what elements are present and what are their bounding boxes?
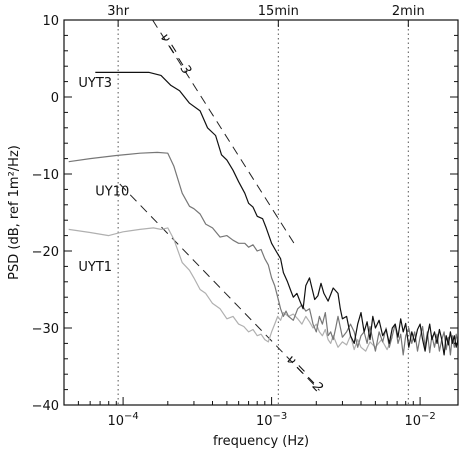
x-tick-label: 10−2 <box>404 411 435 429</box>
series-label-uyt1: UYT1 <box>78 260 112 275</box>
slope-line-2 <box>119 183 320 391</box>
plot-frame <box>63 19 459 406</box>
y-tick-label: −10 <box>32 168 59 183</box>
top-axis-label: 3hr <box>107 4 130 19</box>
series-group <box>68 71 458 356</box>
y-tick-label: −20 <box>32 245 59 260</box>
top-axis-label: 2min <box>392 4 425 19</box>
axis-ticks: −40 −30 −20 −10 0 10 10−4 10−3 10−2 3hr 15min 2min <box>32 4 458 429</box>
series-label-uyt3: UYT3 <box>78 76 112 91</box>
reference-lines <box>119 20 320 391</box>
y-tick-label: 10 <box>42 14 59 29</box>
plot-area <box>64 20 458 405</box>
x-tick-label: 10−3 <box>256 411 287 429</box>
y-tick-label: 0 <box>51 91 59 106</box>
y-tick-label: −40 <box>32 399 59 414</box>
series-line-uyt1 <box>68 227 393 352</box>
y-axis-label: PSD (dB, ref 1m²/Hz) <box>7 145 22 280</box>
x-tick-label: 10−4 <box>107 411 138 429</box>
series-line-uyt3 <box>95 71 458 356</box>
series-label-uy10: UY10 <box>95 185 129 200</box>
y-tick-label: −30 <box>32 322 59 337</box>
top-axis-label: 15min <box>258 4 299 19</box>
x-axis-label: frequency (Hz) <box>213 434 309 449</box>
